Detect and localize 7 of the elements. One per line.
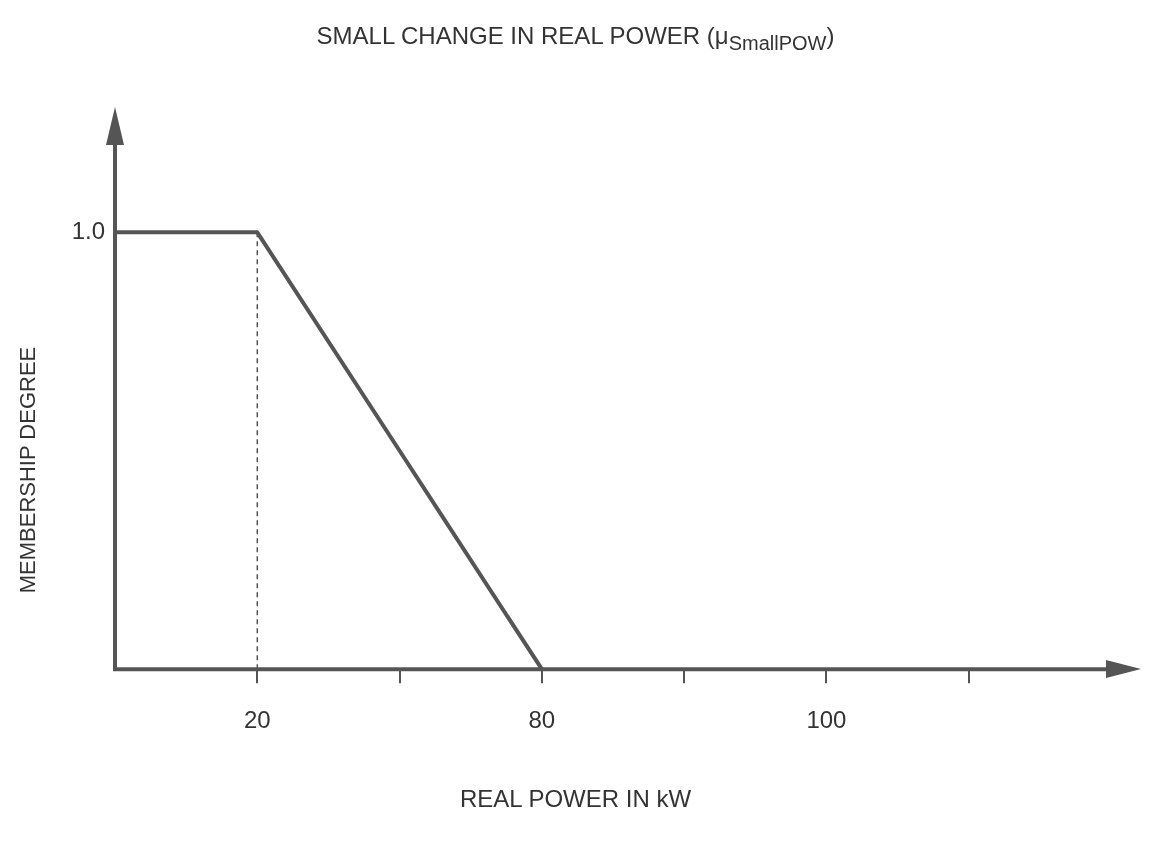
chart-title: SMALL CHANGE IN REAL POWER (μ$_{SmallPOW}$) xyxy=(315,22,836,55)
x-tick-label: 100 xyxy=(806,706,847,734)
y-axis-title: MEMBERSHIP DEGREE xyxy=(15,346,41,594)
x-axis-title: REAL POWER IN kW xyxy=(458,785,693,813)
x-tick-label: 80 xyxy=(528,706,556,734)
text: 1.0 xyxy=(71,216,105,244)
x-tick-label: 20 xyxy=(243,706,271,734)
